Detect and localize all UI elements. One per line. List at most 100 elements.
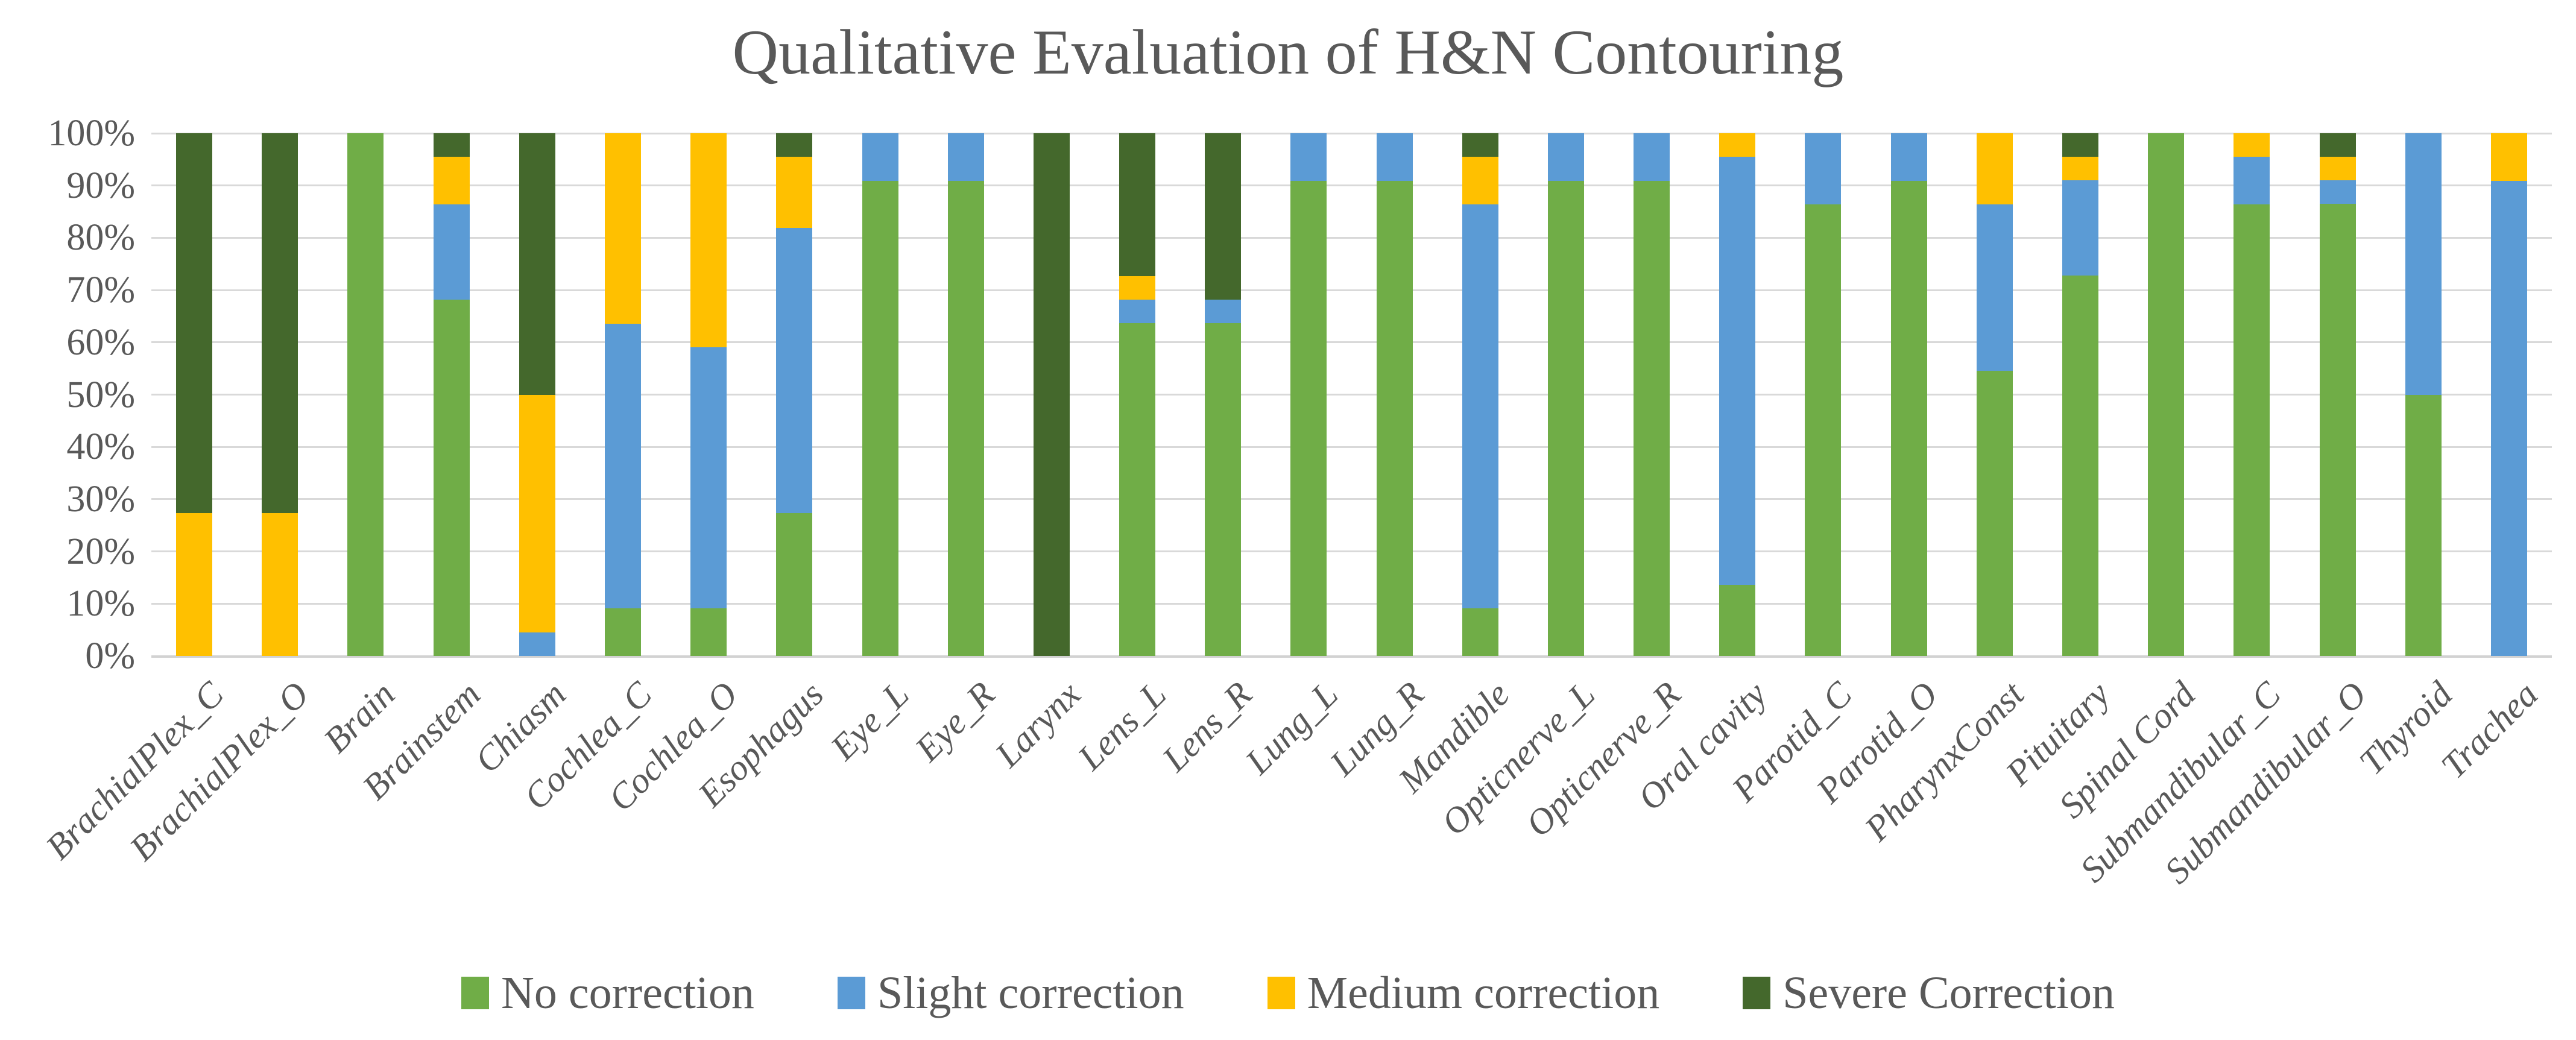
bar-segment-slight-correction	[2491, 181, 2527, 656]
bar-segment-medium-correction	[2491, 133, 2527, 181]
y-axis-tick-label: 70%	[66, 269, 135, 311]
gridline	[151, 184, 2552, 187]
bar-segment-slight-correction	[776, 228, 812, 513]
gridline	[151, 132, 2552, 134]
gridline	[151, 394, 2552, 396]
bar-segment-slight-correction	[434, 204, 470, 300]
y-axis-tick-label: 10%	[66, 583, 135, 625]
bar-segment-no-correction	[347, 133, 384, 656]
bar-segment-medium-correction	[2233, 133, 2270, 157]
y-axis-tick-label: 40%	[66, 426, 135, 468]
x-axis-label: Lens_R	[1154, 674, 1260, 779]
bar-segment-slight-correction	[2233, 157, 2270, 204]
legend-swatch-slight-correction	[837, 977, 865, 1009]
y-axis-tick-label: 80%	[66, 217, 135, 259]
legend-swatch-severe-correction	[1743, 977, 1771, 1009]
x-axis-label: Eye_L	[823, 674, 917, 768]
legend-label: No correction	[501, 968, 754, 1018]
y-axis-tick-label: 20%	[66, 531, 135, 572]
bar-segment-slight-correction	[948, 133, 984, 181]
bar-segment-no-correction	[1977, 371, 2013, 656]
bar-segment-severe-correction	[1205, 133, 1241, 300]
bar-segment-no-correction	[1719, 585, 1755, 656]
bar-segment-no-correction	[776, 513, 812, 656]
legend-label: Severe Correction	[1782, 968, 2115, 1018]
bar-segment-severe-correction	[2320, 133, 2356, 157]
y-axis-tick-label: 100%	[48, 113, 135, 154]
bar-segment-slight-correction	[1634, 133, 1670, 181]
x-axis-line	[151, 655, 2552, 658]
x-axis-label: Larynx	[987, 674, 1088, 775]
bar-segment-medium-correction	[2320, 157, 2356, 180]
bar-segment-slight-correction	[2405, 133, 2442, 395]
bar-segment-no-correction	[1290, 181, 1327, 656]
bar-segment-no-correction	[1119, 323, 1155, 656]
bar-segment-slight-correction	[1548, 133, 1584, 181]
bar-segment-slight-correction	[519, 632, 555, 656]
bar-segment-severe-correction	[434, 133, 470, 157]
bar-segment-no-correction	[2148, 133, 2184, 656]
bar-segment-no-correction	[862, 181, 898, 656]
x-axis-label: Trachea	[2433, 674, 2546, 786]
bar-segment-medium-correction	[2062, 157, 2098, 180]
bar-segment-medium-correction	[1462, 157, 1498, 204]
legend-item-slight-correction: Slight correction	[837, 967, 1184, 1019]
bar-segment-medium-correction	[1119, 276, 1155, 300]
legend: No correction Slight correction Medium cor…	[0, 967, 2576, 1019]
y-axis-tick-label: 30%	[66, 478, 135, 520]
bar-segment-no-correction	[1891, 181, 1927, 656]
bar-segment-slight-correction	[862, 133, 898, 181]
bar-segment-no-correction	[1634, 181, 1670, 656]
bar-segment-no-correction	[2320, 204, 2356, 656]
bar-segment-no-correction	[2062, 276, 2098, 656]
bar-segment-slight-correction	[1462, 204, 1498, 608]
bar-segment-severe-correction	[262, 133, 298, 513]
bar-segment-slight-correction	[2062, 180, 2098, 276]
bar-segment-medium-correction	[176, 513, 212, 656]
bar-segment-medium-correction	[1719, 133, 1755, 157]
bar-segment-severe-correction	[519, 133, 555, 395]
x-axis-label: Lung_L	[1237, 674, 1346, 782]
legend-swatch-no-correction	[461, 977, 489, 1009]
bar-segment-severe-correction	[1462, 133, 1498, 157]
legend-item-medium-correction: Medium correction	[1267, 967, 1660, 1019]
bar-segment-slight-correction	[1977, 204, 2013, 371]
bar-segment-slight-correction	[1719, 157, 1755, 585]
bar-segment-medium-correction	[1977, 133, 2013, 204]
bar-segment-severe-correction	[176, 133, 212, 513]
bar-segment-no-correction	[690, 608, 727, 656]
bar-segment-no-correction	[434, 300, 470, 656]
chart-title: Qualitative Evaluation of H&N Contouring	[732, 17, 1844, 87]
legend-item-severe-correction: Severe Correction	[1743, 967, 2115, 1019]
y-axis-tick-label: 50%	[66, 374, 135, 415]
bar-segment-no-correction	[605, 608, 641, 656]
bar-segment-severe-correction	[1119, 133, 1155, 276]
gridline	[151, 446, 2552, 448]
bar-segment-no-correction	[2405, 395, 2442, 656]
bar-segment-slight-correction	[1290, 133, 1327, 181]
bar-segment-medium-correction	[776, 157, 812, 228]
x-axis-label: Eye_R	[907, 674, 1003, 769]
legend-label: Medium correction	[1307, 968, 1660, 1018]
bar-segment-medium-correction	[519, 395, 555, 632]
bar-segment-severe-correction	[1034, 133, 1070, 656]
bar-segment-medium-correction	[262, 513, 298, 656]
bar-segment-slight-correction	[1119, 300, 1155, 323]
bar-segment-slight-correction	[690, 347, 727, 608]
bar-segment-medium-correction	[605, 133, 641, 324]
bar-segment-severe-correction	[776, 133, 812, 157]
bar-segment-slight-correction	[1805, 133, 1841, 204]
bar-segment-medium-correction	[434, 157, 470, 204]
bar-segment-slight-correction	[1891, 133, 1927, 181]
legend-item-no-correction: No correction	[461, 967, 754, 1019]
gridline	[151, 550, 2552, 553]
x-axis-label: Lens_L	[1070, 674, 1174, 778]
bar-segment-severe-correction	[2062, 133, 2098, 157]
y-axis-tick-label: 90%	[66, 165, 135, 206]
bar-segment-slight-correction	[605, 324, 641, 608]
gridline	[151, 498, 2552, 500]
gridline	[151, 236, 2552, 239]
bar-segment-no-correction	[1805, 204, 1841, 656]
bar-segment-no-correction	[948, 181, 984, 656]
gridline	[151, 602, 2552, 605]
